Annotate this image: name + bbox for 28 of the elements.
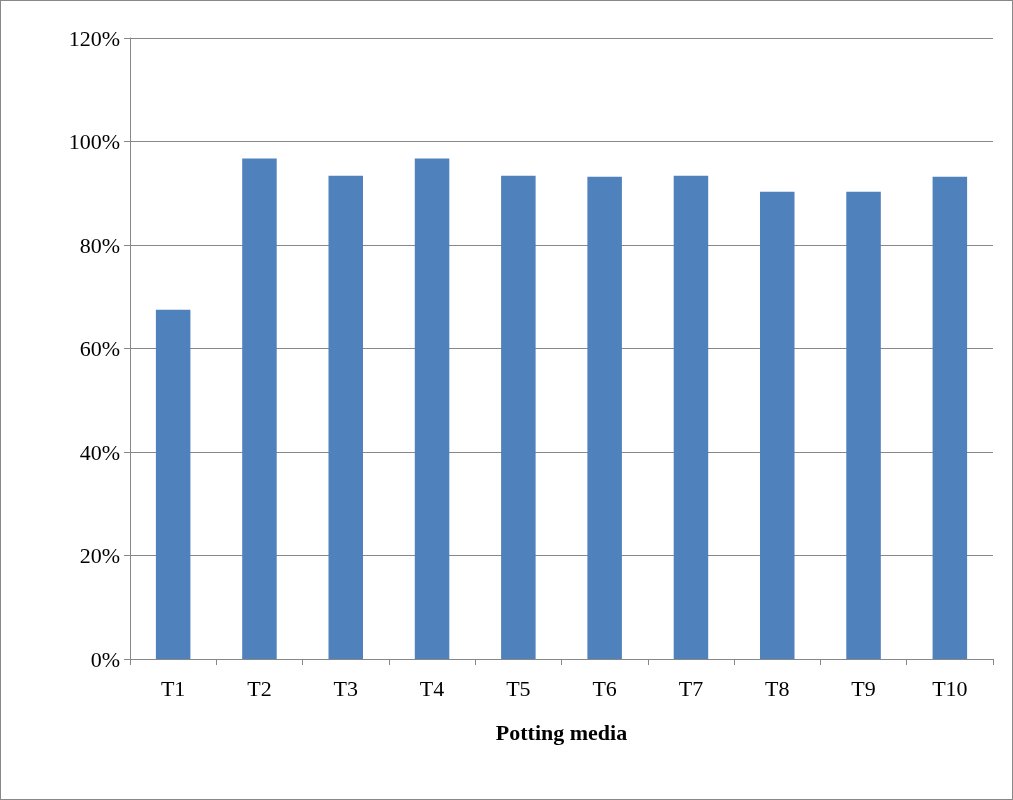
bar: [673, 175, 709, 659]
y-tick-label: 20%: [79, 543, 120, 568]
x-tick-label: T4: [419, 675, 445, 701]
x-tick-label: T8: [765, 675, 790, 701]
x-tick-label: T2: [247, 675, 272, 701]
bar: [414, 158, 450, 659]
x-tick-label: T7: [678, 675, 704, 701]
bar: [501, 175, 536, 659]
y-tick-label: 0%: [90, 646, 120, 672]
bar: [846, 191, 881, 659]
x-axis-title: Potting media: [495, 719, 628, 745]
bar: [759, 191, 795, 659]
x-tick-label: T1: [160, 675, 186, 701]
y-tick-label: 100%: [68, 129, 120, 154]
x-tick-label: T9: [851, 675, 876, 701]
y-tick-label: 60%: [79, 336, 120, 361]
y-tick-label: 40%: [79, 439, 120, 465]
x-tick-label: T10: [932, 675, 968, 701]
bar: [155, 309, 191, 659]
y-tick-label: 120%: [68, 25, 120, 51]
y-tick-label: 80%: [79, 232, 120, 258]
bar: [328, 175, 364, 659]
bar: [587, 176, 622, 659]
x-tick-label: T5: [506, 675, 531, 701]
x-tick-label: T3: [333, 675, 358, 701]
x-tick-label: T6: [592, 675, 617, 701]
bar: [932, 176, 968, 659]
bar: [242, 158, 277, 659]
